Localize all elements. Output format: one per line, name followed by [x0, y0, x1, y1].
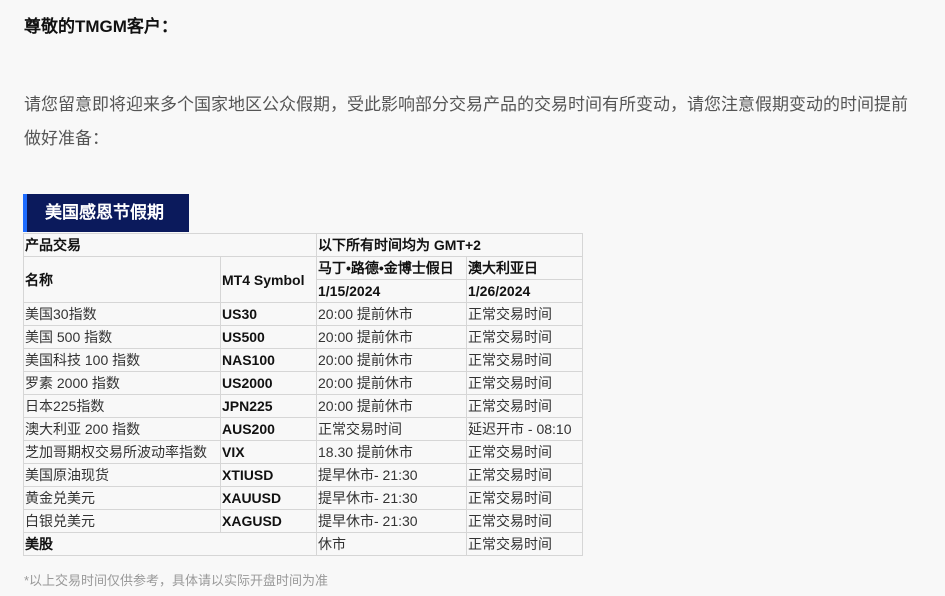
- greeting: 尊敬的TMGM客户：: [24, 17, 178, 36]
- holiday2-hours: 正常交易时间: [466, 532, 583, 556]
- symbol: NAS100: [220, 348, 317, 372]
- table-row: 美国 500 指数 US500 20:00 提前休市 正常交易时间: [23, 325, 583, 349]
- holiday1-hours: 提早休市- 21:30: [316, 486, 467, 510]
- table-row: 美国30指数 US30 20:00 提前休市 正常交易时间: [23, 302, 583, 326]
- holiday1-hours: 提早休市- 21:30: [316, 463, 467, 487]
- holiday1-hours: 正常交易时间: [316, 417, 467, 441]
- trading-hours-table: 产品交易 以下所有时间均为 GMT+2 名称 MT4 Symbol 马丁•路德•…: [23, 233, 583, 556]
- symbol: JPN225: [220, 394, 317, 418]
- date1-header: 1/15/2024: [316, 279, 467, 303]
- table-row: 美股 休市 正常交易时间: [23, 532, 583, 556]
- table-row: 澳大利亚 200 指数 AUS200 正常交易时间 延迟开市 - 08:10: [23, 417, 583, 441]
- table-row: 黄金兑美元 XAUUSD 提早休市- 21:30 正常交易时间: [23, 486, 583, 510]
- table-row: 美国原油现货 XTIUSD 提早休市- 21:30 正常交易时间: [23, 463, 583, 487]
- table-row: 日本225指数 JPN225 20:00 提前休市 正常交易时间: [23, 394, 583, 418]
- symbol: US30: [220, 302, 317, 326]
- table-row: 芝加哥期权交易所波动率指数 VIX 18.30 提前休市 正常交易时间: [23, 440, 583, 464]
- holiday2-hours: 正常交易时间: [466, 371, 583, 395]
- group-header: 产品交易: [23, 233, 317, 257]
- holiday2-hours: 正常交易时间: [466, 440, 583, 464]
- holiday2-hours: 正常交易时间: [466, 348, 583, 372]
- holiday1-hours: 20:00 提前休市: [316, 371, 467, 395]
- holiday1-hours: 20:00 提前休市: [316, 348, 467, 372]
- product-name: 美国原油现货: [23, 463, 221, 487]
- intro-text: 请您留意即将迎来多个国家地区公众假期，受此影响部分交易产品的交易时间有所变动，请…: [24, 95, 908, 148]
- holiday1-hours: 提早休市- 21:30: [316, 509, 467, 533]
- disclaimer-note: *以上交易时间仅供参考，具体请以实际开盘时间为准: [24, 573, 329, 588]
- symbol: VIX: [220, 440, 317, 464]
- symbol: XTIUSD: [220, 463, 317, 487]
- table-row: 美国科技 100 指数 NAS100 20:00 提前休市 正常交易时间: [23, 348, 583, 372]
- holiday1-header: 马丁•路德•金博士假日: [316, 256, 467, 280]
- product-name: 美国科技 100 指数: [23, 348, 221, 372]
- product-name: 罗素 2000 指数: [23, 371, 221, 395]
- holiday2-hours: 正常交易时间: [466, 394, 583, 418]
- holiday2-hours: 正常交易时间: [466, 302, 583, 326]
- holiday1-hours: 20:00 提前休市: [316, 325, 467, 349]
- holiday2-hours: 正常交易时间: [466, 486, 583, 510]
- section-banner: 美国感恩节假期: [23, 194, 189, 232]
- product-name: 美国30指数: [23, 302, 221, 326]
- holiday2-hours: 延迟开市 - 08:10: [466, 417, 583, 441]
- holiday1-hours: 休市: [316, 532, 467, 556]
- holiday2-hours: 正常交易时间: [466, 509, 583, 533]
- holiday2-hours: 正常交易时间: [466, 325, 583, 349]
- date2-header: 1/26/2024: [466, 279, 583, 303]
- product-name: 芝加哥期权交易所波动率指数: [23, 440, 221, 464]
- symbol: US2000: [220, 371, 317, 395]
- symbol: XAUUSD: [220, 486, 317, 510]
- product-name: 日本225指数: [23, 394, 221, 418]
- table-row: 白银兑美元 XAGUSD 提早休市- 21:30 正常交易时间: [23, 509, 583, 533]
- holiday1-hours: 18.30 提前休市: [316, 440, 467, 464]
- product-name: 白银兑美元: [23, 509, 221, 533]
- product-name: 黄金兑美元: [23, 486, 221, 510]
- col-symbol-header: MT4 Symbol: [220, 256, 317, 303]
- holiday1-hours: 20:00 提前休市: [316, 394, 467, 418]
- symbol: XAGUSD: [220, 509, 317, 533]
- timezone-header: 以下所有时间均为 GMT+2: [316, 233, 583, 257]
- symbol: US500: [220, 325, 317, 349]
- col-name-header: 名称: [23, 256, 221, 303]
- holiday1-hours: 20:00 提前休市: [316, 302, 467, 326]
- holiday2-header: 澳大利亚日: [466, 256, 583, 280]
- symbol: AUS200: [220, 417, 317, 441]
- product-name: 美股: [23, 532, 317, 556]
- product-name: 澳大利亚 200 指数: [23, 417, 221, 441]
- holiday2-hours: 正常交易时间: [466, 463, 583, 487]
- table-row: 罗素 2000 指数 US2000 20:00 提前休市 正常交易时间: [23, 371, 583, 395]
- product-name: 美国 500 指数: [23, 325, 221, 349]
